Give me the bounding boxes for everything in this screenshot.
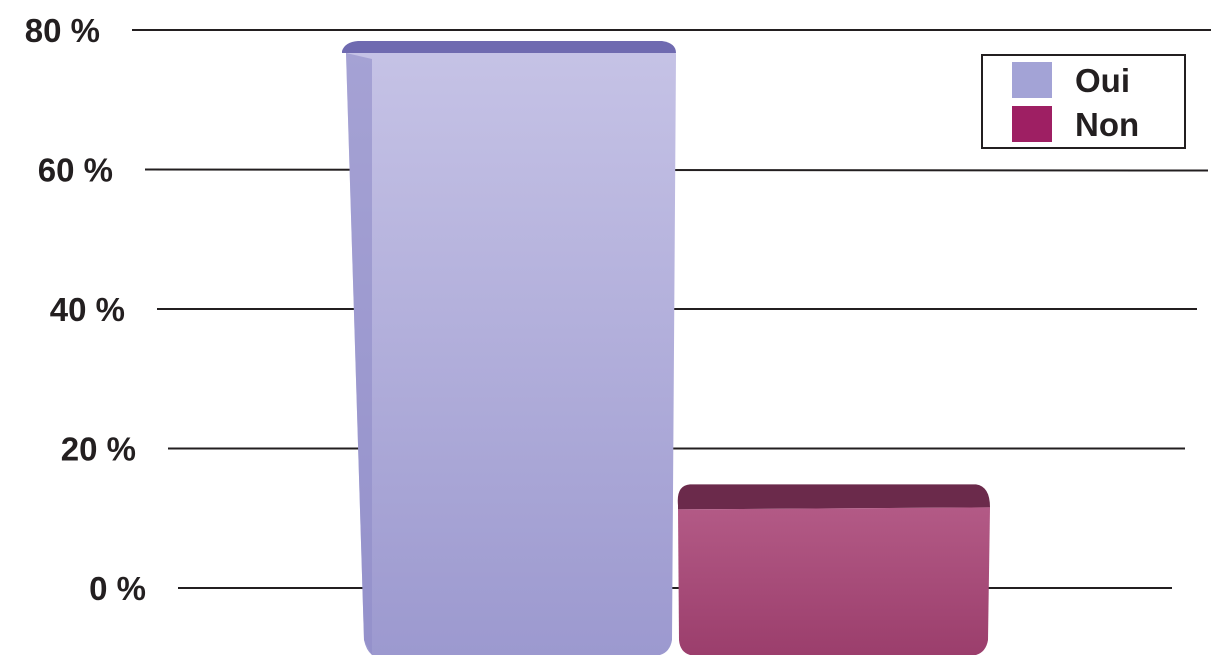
bar-oui-top bbox=[342, 40, 676, 53]
bar-non-front bbox=[678, 507, 990, 655]
bar-non bbox=[677, 484, 990, 655]
y-tick-label: 80 % bbox=[25, 12, 100, 49]
bar-oui-front bbox=[345, 41, 676, 655]
bar-non-top bbox=[677, 484, 990, 510]
y-axis-ticks: 0 % 20 % 40 % 60 % 80 % bbox=[25, 12, 146, 607]
legend-swatch-non bbox=[1012, 106, 1052, 142]
legend: Oui Non bbox=[981, 54, 1186, 149]
legend-label-oui: Oui bbox=[1075, 62, 1130, 99]
gridline bbox=[144, 168, 1209, 172]
bar-oui-side bbox=[346, 52, 372, 655]
bars bbox=[342, 40, 990, 655]
y-tick-label: 0 % bbox=[89, 570, 146, 607]
y-tick-label: 40 % bbox=[50, 291, 125, 328]
grid-lines bbox=[132, 29, 1211, 589]
legend-label-non: Non bbox=[1075, 106, 1139, 143]
bar-oui bbox=[342, 40, 676, 655]
y-tick-label: 60 % bbox=[38, 152, 113, 189]
y-tick-label: 20 % bbox=[61, 431, 136, 468]
legend-swatch-oui bbox=[1012, 62, 1052, 98]
